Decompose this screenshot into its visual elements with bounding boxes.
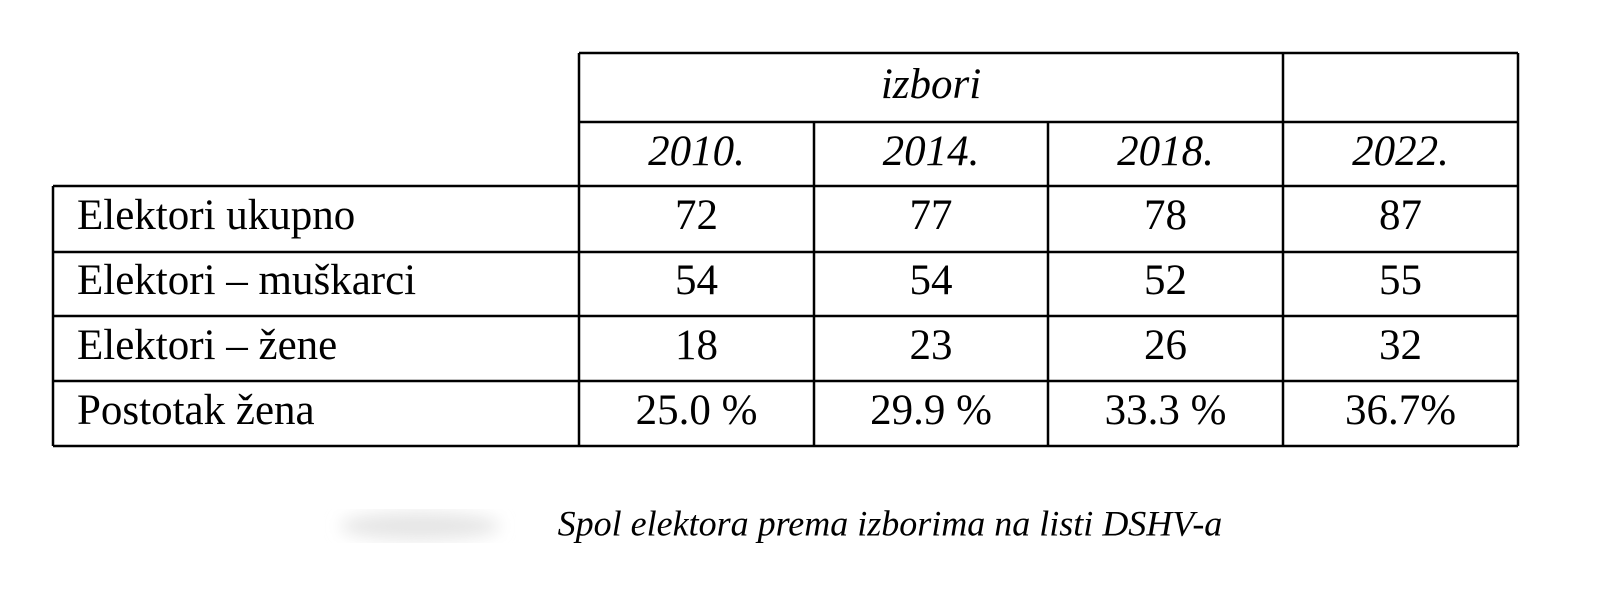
group-header: izbori	[881, 61, 981, 108]
row-label: Elektori ukupno	[77, 192, 355, 239]
year-header: 2014.	[883, 128, 980, 175]
row-label: Elektori – žene	[77, 322, 337, 369]
year-header: 2018.	[1117, 128, 1214, 175]
cell: 72	[675, 192, 718, 239]
cell: 33.3 %	[1105, 387, 1227, 434]
table-grid	[51, 51, 1520, 448]
cell: 55	[1379, 257, 1422, 304]
cell: 78	[1144, 192, 1187, 239]
row-label: Postotak žena	[77, 387, 315, 434]
cell: 54	[675, 257, 718, 304]
cell: 25.0 %	[636, 387, 758, 434]
redaction	[340, 512, 500, 540]
cell: 23	[910, 322, 953, 369]
cell: 54	[910, 257, 953, 304]
cell: 52	[1144, 257, 1187, 304]
cell: 36.7%	[1345, 387, 1456, 434]
cell: 32	[1379, 322, 1422, 369]
cell: 87	[1379, 192, 1422, 239]
cell: 26	[1144, 322, 1187, 369]
year-header: 2010.	[648, 128, 745, 175]
caption: Spol elektora prema izborima na listi DS…	[558, 503, 1223, 543]
year-header: 2022.	[1352, 128, 1449, 175]
cell: 29.9 %	[870, 387, 992, 434]
cell: 77	[910, 192, 953, 239]
cell: 18	[675, 322, 718, 369]
row-label: Elektori – muškarci	[77, 257, 416, 304]
